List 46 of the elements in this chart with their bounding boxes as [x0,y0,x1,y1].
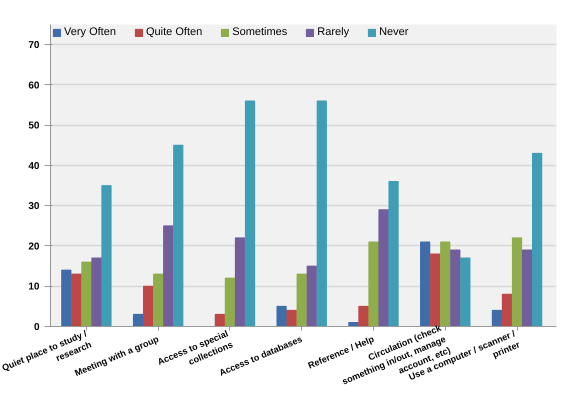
legend-label: Rarely [317,26,350,38]
y-tick-label: 60 [28,80,40,92]
bar [522,249,532,326]
bar [224,278,236,326]
bar [173,144,184,326]
bar [132,314,144,326]
bar [244,100,256,326]
bar [153,274,164,326]
bar [502,294,512,326]
bar [378,209,389,326]
bar [368,241,379,326]
bar [316,100,327,326]
bar [388,181,399,326]
bar [306,266,317,326]
bar [430,254,440,326]
bar [142,286,154,326]
y-tick-label: 70 [28,40,40,52]
bar [450,249,460,326]
bar [460,258,470,326]
y-tick-label: 10 [28,282,40,293]
bar [214,314,226,326]
y-tick-label: 20 [28,241,40,252]
bar [276,306,287,326]
legend-label: Very Often [64,26,116,38]
bar [532,152,542,326]
bar [420,241,430,326]
bar [163,225,174,326]
bar [61,270,72,326]
legend-label: Never [379,26,408,38]
bar [296,274,307,326]
bar [358,306,369,326]
y-tick-label: 0 [34,322,40,333]
bar [81,262,92,326]
bar [512,237,522,326]
legend-label: Sometimes [232,26,288,38]
bar [101,185,112,326]
legend-label: Quite Often [146,26,202,38]
bar [234,237,246,326]
y-tick-label: 50 [28,120,40,132]
bar [91,258,102,326]
bar [440,241,450,326]
bar [492,310,502,326]
bar [286,310,297,326]
bar [71,274,82,326]
y-tick-label: 40 [28,160,40,172]
y-tick-label: 30 [28,201,40,212]
